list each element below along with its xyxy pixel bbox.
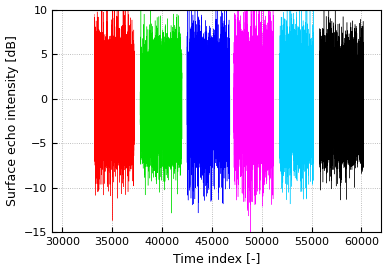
X-axis label: Time index [-]: Time index [-] <box>173 253 260 265</box>
Y-axis label: Surface echo intensity [dB]: Surface echo intensity [dB] <box>5 35 19 206</box>
